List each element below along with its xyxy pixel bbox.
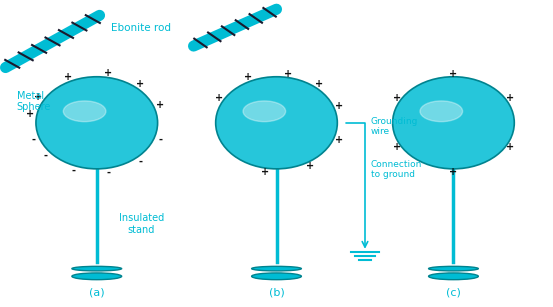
Text: +: + (393, 93, 401, 103)
Text: +: + (156, 100, 164, 111)
Text: Metal
Sphere: Metal Sphere (17, 91, 51, 112)
Text: +: + (34, 92, 43, 103)
Text: +: + (450, 167, 457, 177)
Text: +: + (315, 80, 323, 89)
Text: -: - (72, 165, 76, 175)
Text: +: + (215, 93, 223, 103)
Text: Grounding
wire: Grounding wire (371, 117, 418, 136)
Ellipse shape (252, 266, 301, 271)
Ellipse shape (420, 101, 462, 122)
Text: +: + (506, 142, 514, 152)
Text: (b): (b) (269, 288, 284, 298)
Ellipse shape (429, 266, 478, 271)
Ellipse shape (63, 101, 106, 122)
Text: +: + (335, 101, 343, 111)
Text: +: + (306, 161, 314, 171)
Ellipse shape (72, 273, 122, 280)
Text: +: + (450, 69, 457, 79)
Text: Insulated
stand: Insulated stand (119, 213, 164, 235)
Text: (a): (a) (89, 288, 105, 298)
Text: +: + (261, 167, 269, 177)
Text: +: + (335, 135, 343, 145)
Text: +: + (27, 109, 34, 119)
Ellipse shape (36, 77, 158, 169)
Ellipse shape (72, 266, 122, 271)
Ellipse shape (429, 273, 478, 280)
Text: +: + (105, 68, 113, 78)
Ellipse shape (252, 273, 301, 280)
Text: +: + (64, 72, 72, 82)
Text: (c): (c) (446, 288, 461, 298)
Text: +: + (506, 93, 514, 103)
Text: Connection
to ground: Connection to ground (371, 160, 422, 179)
Text: -: - (138, 157, 142, 167)
Text: +: + (393, 142, 401, 152)
Text: -: - (107, 168, 111, 178)
Text: +: + (136, 79, 144, 89)
Text: -: - (43, 150, 47, 160)
Ellipse shape (243, 101, 285, 122)
Text: +: + (244, 72, 253, 83)
Ellipse shape (393, 77, 514, 169)
Text: +: + (284, 68, 292, 79)
Ellipse shape (216, 77, 337, 169)
Text: -: - (32, 135, 35, 145)
Text: Ebonite rod: Ebonite rod (111, 23, 170, 33)
Text: -: - (158, 135, 162, 145)
